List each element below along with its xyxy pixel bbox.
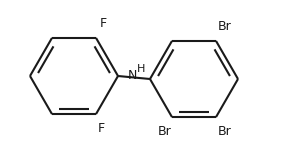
- Text: Br: Br: [158, 125, 172, 138]
- Text: Br: Br: [218, 125, 232, 138]
- Text: Br: Br: [218, 20, 232, 33]
- Text: H: H: [137, 64, 145, 75]
- Text: N: N: [127, 69, 137, 82]
- Text: F: F: [100, 17, 107, 30]
- Text: F: F: [98, 122, 105, 135]
